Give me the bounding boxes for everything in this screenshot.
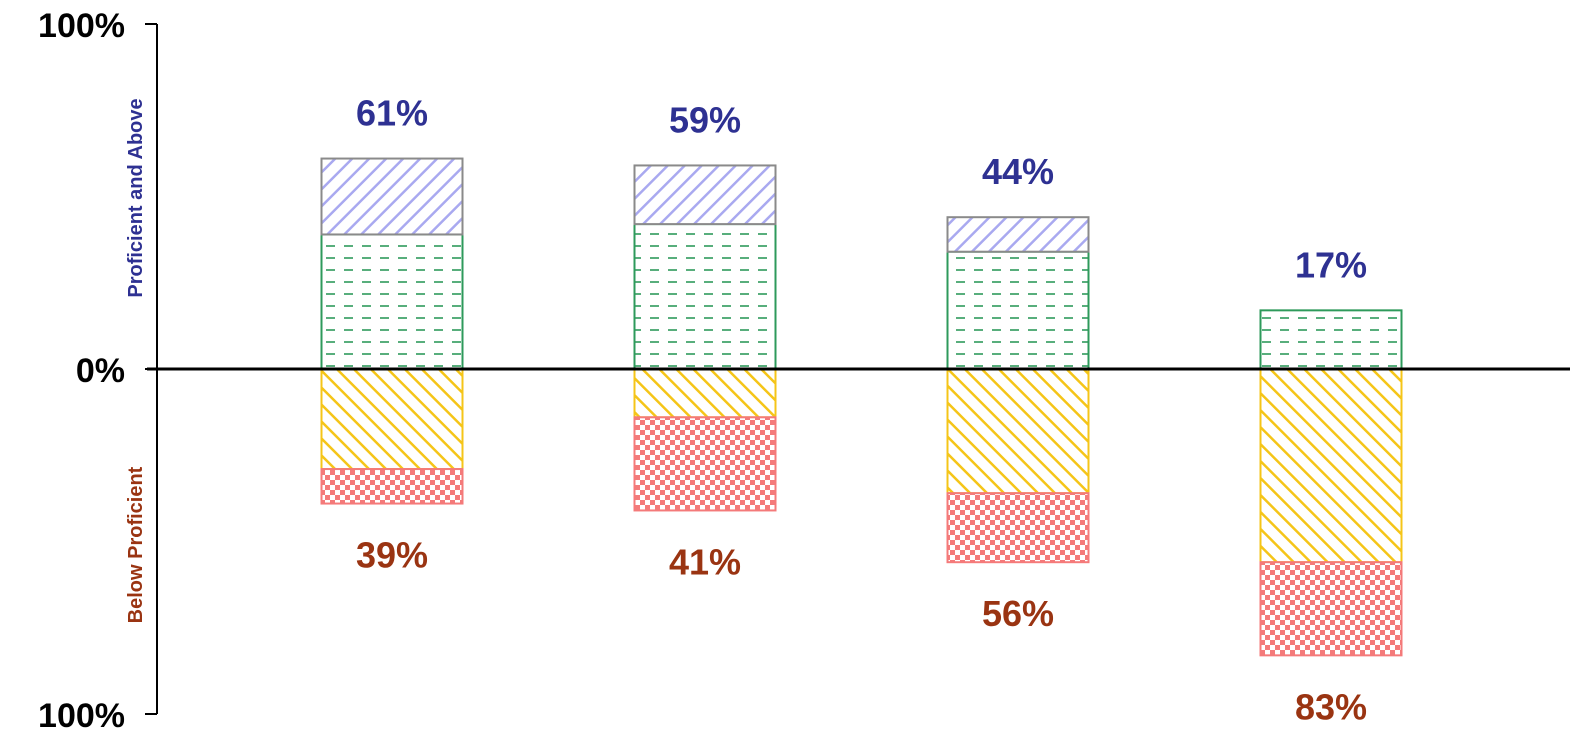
bar-segment-below-2-2 [633,416,777,512]
y-tick-label-bottom: 100% [38,697,125,735]
bar-segment-below-1-2 [320,468,464,505]
total-above-label-2: 59% [669,99,741,140]
y-tick-label-top: 100% [38,7,125,45]
bar-segment-below-3-2 [946,492,1090,564]
bar-segment-above-2-1 [633,223,777,370]
total-above-label-4: 17% [1295,244,1367,285]
total-below-label-1: 39% [356,535,428,576]
total-below-label-3: 56% [982,593,1054,634]
bar-segment-above-1-1 [320,233,464,370]
total-above-label-1: 61% [356,93,428,134]
bar-segment-above-3-2 [946,216,1090,253]
bar-segment-above-2-2 [633,164,777,226]
labels-layer: 61% 39% 59% 41% 44% 56% 17% 83% [356,93,1367,728]
bar-segment-above-3-1 [946,250,1090,370]
total-below-label-4: 83% [1295,686,1367,727]
bar-segment-above-1-2 [320,157,464,236]
total-above-label-3: 44% [982,151,1054,192]
bars-layer [320,157,1403,657]
bar-segment-above-4-1 [1259,309,1403,371]
bar-segment-below-2-1 [633,368,777,419]
bar-segment-below-4-2 [1259,561,1403,657]
bar-segment-below-3-1 [946,368,1090,495]
y-tick-label-zero: 0% [76,352,125,390]
total-below-label-2: 41% [669,541,741,582]
bar-segment-below-4-1 [1259,368,1403,564]
side-label-above: Proficient and Above [125,98,147,297]
bar-segment-below-1-1 [320,368,464,471]
side-label-below: Below Proficient [125,466,147,623]
